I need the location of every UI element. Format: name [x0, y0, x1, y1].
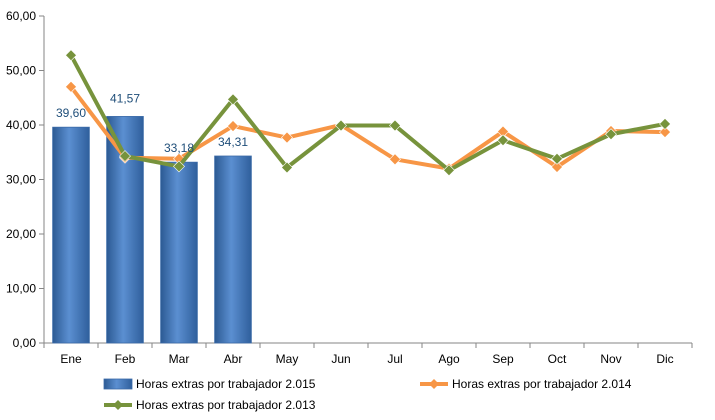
data-point-marker	[659, 117, 671, 130]
data-point-marker	[65, 80, 77, 93]
data-point-marker	[173, 160, 185, 173]
axes: 0,00 10,00 20,00 30,00 40,00 50,00 60,00 Ene Feb…	[6, 9, 693, 366]
data-point-marker	[605, 128, 617, 141]
data-point-marker	[335, 119, 347, 132]
x-tick-label: Ene	[60, 352, 82, 366]
x-tick-label: Feb	[115, 352, 136, 366]
bar-series	[52, 116, 252, 344]
legend: Horas extras por trabajador 2.015 Horas e…	[103, 377, 632, 412]
data-point-marker	[65, 49, 77, 62]
x-tick-label: Dic	[656, 352, 673, 366]
y-tick-label: 40,00	[6, 118, 36, 132]
legend-label: Horas extras por trabajador 2.014	[452, 377, 632, 391]
x-tick-label: Sep	[492, 352, 514, 366]
legend-label: Horas extras por trabajador 2.015	[136, 377, 316, 391]
bar	[214, 155, 252, 344]
data-point-marker	[443, 164, 455, 177]
data-labels: 39,60 41,57 33,18 34,31	[56, 91, 248, 155]
x-tick-label: Abr	[224, 352, 243, 366]
data-point-marker	[497, 134, 509, 147]
bar-data-label: 33,18	[164, 141, 194, 155]
bar	[160, 161, 198, 344]
x-tick-label: Jun	[331, 352, 350, 366]
legend-swatch	[103, 378, 133, 390]
y-tick-label: 20,00	[6, 227, 36, 241]
data-point-marker	[551, 152, 563, 165]
bar-data-label: 39,60	[56, 106, 86, 120]
y-tick-label: 10,00	[6, 282, 36, 296]
legend-label: Horas extras por trabajador 2.013	[136, 398, 316, 412]
data-point-marker	[281, 131, 293, 144]
data-point-marker	[389, 119, 401, 132]
x-tick-label: Jul	[387, 352, 402, 366]
x-tick-label: Oct	[548, 352, 567, 366]
bar-data-label: 41,57	[110, 91, 140, 105]
data-point-marker	[227, 93, 239, 106]
y-tick-label: 60,00	[6, 9, 36, 23]
x-tick-label: May	[276, 352, 299, 366]
legend-marker	[429, 379, 439, 389]
legend-marker	[113, 400, 123, 410]
data-point-marker	[389, 153, 401, 166]
series-line	[69, 53, 667, 173]
bar	[52, 126, 90, 344]
y-tick-label: 30,00	[6, 173, 36, 187]
data-point-marker	[119, 150, 131, 162]
data-point-marker	[281, 161, 293, 174]
y-tick-label: 50,00	[6, 64, 36, 78]
y-tick-label: 0,00	[13, 336, 37, 350]
series-line	[69, 84, 667, 171]
bar-data-label: 34,31	[218, 135, 248, 149]
x-tick-label: Nov	[600, 352, 621, 366]
x-tick-label: Ago	[438, 352, 460, 366]
x-tick-label: Mar	[169, 352, 190, 366]
line-series	[65, 49, 671, 177]
data-point-marker	[551, 161, 563, 173]
data-point-marker	[227, 120, 239, 133]
data-point-marker	[659, 126, 671, 139]
